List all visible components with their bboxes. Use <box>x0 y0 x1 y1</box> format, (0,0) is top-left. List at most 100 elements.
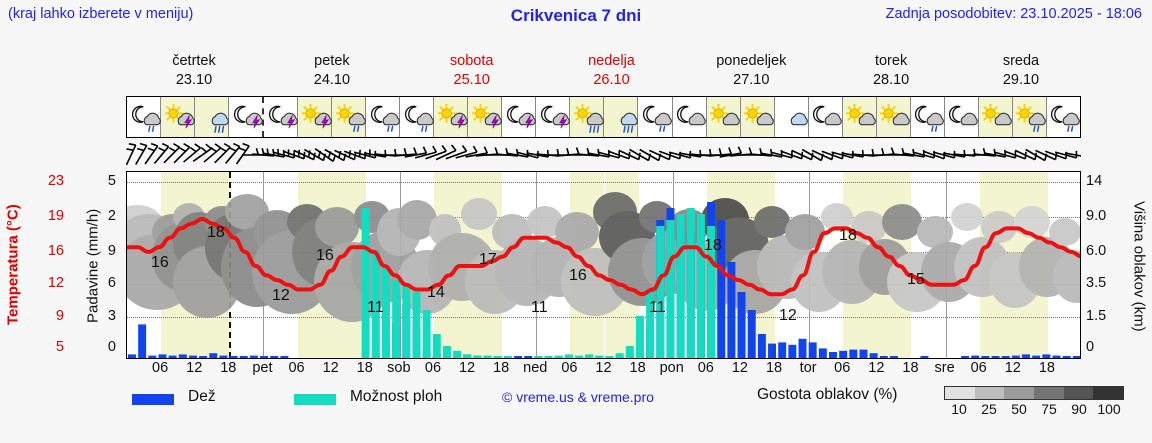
cloud-density-step-10 <box>945 387 975 399</box>
temperature-value-label: 18 <box>207 224 225 241</box>
cloud-density-step-100 <box>1093 387 1124 399</box>
temperature-value-label: 12 <box>272 287 290 304</box>
cloud-density-tick: 100 <box>1097 401 1121 417</box>
time-tick-label: 18 <box>356 360 373 376</box>
day-date: 29.10 <box>1002 72 1040 88</box>
time-tick-label: 18 <box>220 360 237 376</box>
axis-tick: 2 <box>107 208 116 224</box>
axis-tick: 1.5 <box>1086 308 1107 324</box>
temperature-axis-title: Temperatura (°C) <box>4 204 22 326</box>
time-tick-label: ned <box>523 360 548 376</box>
moon-cloud-drizzle-icon <box>642 104 672 132</box>
time-tick-label: pet <box>252 360 273 376</box>
day-date: 26.10 <box>593 72 630 88</box>
weather-icon-cell-1 <box>127 97 162 137</box>
axis-tick: 6.0 <box>1086 243 1107 259</box>
cloud-density-step-50 <box>1004 387 1035 399</box>
time-tick-label: 06 <box>834 360 851 376</box>
day-name: sobota <box>449 53 494 69</box>
sun-cloud-rain-icon <box>573 104 604 133</box>
sun-cloud-drizzle-icon <box>1016 104 1047 132</box>
weather-icon-cell-16 <box>638 97 673 137</box>
weather-icon-row <box>126 96 1081 138</box>
moon-cloud-drizzle-icon <box>1050 104 1081 132</box>
last-update-label: Zadnja posodobitev: 23.10.2025 - 18:06 <box>885 6 1142 22</box>
cloud-density-tick: 25 <box>981 401 997 417</box>
cloud-density-tick: 90 <box>1071 401 1087 417</box>
cloud-rain-icon <box>199 104 229 133</box>
temperature-value-label: 14 <box>427 284 445 301</box>
axis-tick: 0 <box>1086 339 1095 355</box>
precipitation-bars <box>128 202 1080 358</box>
day-date: 25.10 <box>453 72 490 88</box>
time-tick-label: 12 <box>868 360 885 376</box>
moon-cloud-icon <box>676 104 706 130</box>
weather-icon-cell-20 <box>775 97 809 137</box>
sun-cloud-lightning-icon <box>471 104 502 130</box>
precipitation-tick-labels: 5 2 9 6 3 0 <box>78 171 116 359</box>
cloud-density-tick: 75 <box>1041 401 1057 417</box>
day-header-1: četrtek 23.10 <box>126 52 262 92</box>
location-menu-note[interactable]: (kraj lahko izberete v meniju) <box>8 6 194 22</box>
gridline <box>127 182 1080 183</box>
temperature-value-label: 16 <box>569 267 587 284</box>
cloud-density-tick: 50 <box>1011 401 1027 417</box>
temperature-value-label: 18 <box>704 237 722 254</box>
weather-icon-cell-25 <box>945 97 979 137</box>
axis-tick: 23 <box>47 173 64 189</box>
temperature-value-label: 15 <box>907 271 925 288</box>
time-tick-label: tor <box>799 360 817 376</box>
weather-icon-cell-17 <box>673 97 707 137</box>
day-date: 24.10 <box>313 72 351 88</box>
time-tick-label: 12 <box>186 360 203 376</box>
time-tick-label: 06 <box>288 360 305 376</box>
day-date: 28.10 <box>872 72 910 88</box>
cloud-rain-icon <box>608 104 638 133</box>
weather-icon-cell-6 <box>298 97 333 137</box>
sun-cloud-drizzle-icon <box>335 104 366 132</box>
cloud-density-step-75 <box>1034 387 1064 399</box>
wind-barb-row <box>126 139 1081 171</box>
cloud-density-step-25 <box>974 387 1005 399</box>
time-tick-label: 12 <box>1004 360 1021 376</box>
axis-tick: 9.0 <box>1086 208 1107 224</box>
day-name: petek <box>314 53 350 69</box>
day-header-5: ponedeljek 27.10 <box>681 52 821 92</box>
weather-icon-cell-9 <box>400 97 435 137</box>
weather-icon-cell-14 <box>570 97 605 137</box>
time-tick-label: sob <box>387 360 411 376</box>
showers-legend-label: Možnost ploh <box>350 388 443 405</box>
temperature-value-label: 12 <box>779 307 797 324</box>
day-name: četrtek <box>172 53 216 69</box>
temperature-value-label: 11 <box>649 299 666 316</box>
weather-icon-cell-22 <box>842 97 877 137</box>
axis-tick: 9 <box>107 243 116 259</box>
cloud-height-tick-labels: 14 9.0 6.0 3.5 1.5 0 <box>1086 171 1128 359</box>
time-tick-label: 12 <box>458 360 476 376</box>
moon-cloud-lightning-icon <box>506 104 536 130</box>
moon-cloud-lightning-icon <box>268 104 298 130</box>
sun-cloud-icon <box>710 104 740 130</box>
sun-cloud-lightning-icon <box>437 104 468 130</box>
moon-cloud-drizzle-icon <box>404 104 434 132</box>
time-tick-label: 06 <box>697 360 714 376</box>
chart-legend: Dež Možnost ploh © vreme.us & vreme.pro … <box>132 386 1146 428</box>
time-tick-label: 18 <box>1038 360 1055 376</box>
temperature-value-label: 18 <box>839 227 857 244</box>
weather-icon-cell-5 <box>264 97 299 137</box>
rain-legend-label: Dež <box>188 388 216 405</box>
day-header-4: nedelja 26.10 <box>542 52 682 92</box>
copyright-link[interactable]: © vreme.us & vreme.pro <box>502 389 654 405</box>
weather-icon-cell-27 <box>1012 97 1047 137</box>
weather-icon-cell-21 <box>809 97 843 137</box>
axis-tick: 14 <box>1086 173 1103 189</box>
weather-icon-cell-23 <box>876 97 911 137</box>
time-tick-label: 12 <box>731 360 748 376</box>
time-tick-label: 18 <box>902 360 919 376</box>
time-tick-label: 06 <box>561 360 578 376</box>
page-title: Crikvenica 7 dni <box>510 6 642 25</box>
time-tick-label: 12 <box>322 360 339 376</box>
cloud-density-step-90 <box>1063 387 1094 399</box>
gridline <box>127 317 1080 318</box>
time-tick-label: pon <box>659 360 684 376</box>
